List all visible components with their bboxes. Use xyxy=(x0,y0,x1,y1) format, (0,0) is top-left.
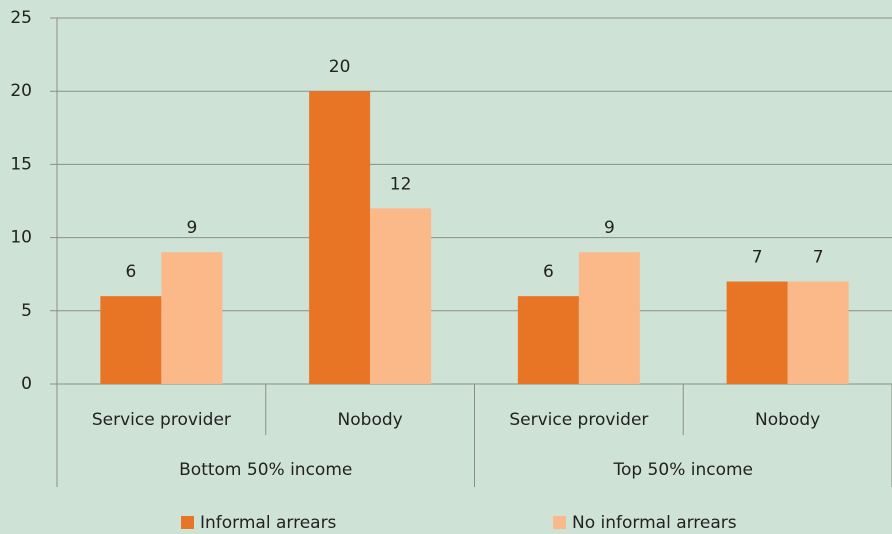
bar xyxy=(787,281,849,384)
data-label: 6 xyxy=(543,262,554,282)
bar xyxy=(161,252,223,384)
data-label: 6 xyxy=(125,262,136,282)
x-tick-label: Service provider xyxy=(92,410,231,430)
data-label: 9 xyxy=(604,218,615,238)
bar xyxy=(726,281,788,384)
group-label: Bottom 50% income xyxy=(179,460,352,480)
x-tick-label: Nobody xyxy=(755,410,820,430)
y-tick-label: 15 xyxy=(10,154,32,174)
y-tick-label: 5 xyxy=(21,301,32,321)
bar xyxy=(100,296,162,384)
legend-label: No informal arrears xyxy=(572,513,737,533)
legend-label: Informal arrears xyxy=(200,513,337,533)
group-label: Top 50% income xyxy=(612,460,753,480)
y-tick-label: 20 xyxy=(10,81,32,101)
data-label: 7 xyxy=(752,248,763,268)
data-label: 20 xyxy=(329,57,351,77)
bar xyxy=(578,252,640,384)
data-label: 12 xyxy=(390,174,412,194)
x-tick-label: Service provider xyxy=(509,410,648,430)
legend-swatch xyxy=(553,516,566,529)
bar xyxy=(309,91,371,384)
y-tick-label: 0 xyxy=(21,374,32,394)
legend-swatch xyxy=(181,516,194,529)
x-tick-label: Nobody xyxy=(338,410,403,430)
data-label: 9 xyxy=(186,218,197,238)
data-label: 7 xyxy=(813,248,824,268)
bar xyxy=(517,296,579,384)
y-tick-label: 10 xyxy=(10,228,32,248)
bar xyxy=(370,208,432,384)
y-tick-label: 25 xyxy=(10,8,32,28)
